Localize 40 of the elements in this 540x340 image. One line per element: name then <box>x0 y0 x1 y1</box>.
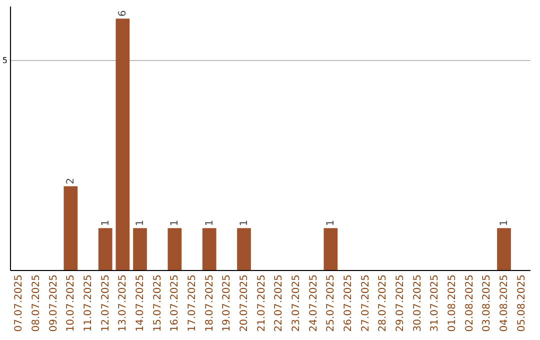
x-tick-label: 08.07.2025 <box>31 274 42 332</box>
x-tick-label: 04.08.2025 <box>499 274 510 332</box>
x-tick-label: 26.07.2025 <box>343 274 354 332</box>
data-label: 6 <box>118 10 129 17</box>
y-tick-label: 5 <box>2 56 8 65</box>
data-label: 1 <box>100 220 112 226</box>
x-tick-label: 24.07.2025 <box>308 274 320 332</box>
data-label: 1 <box>170 220 181 226</box>
x-tick-label: 02.08.2025 <box>464 274 476 332</box>
x-tick-label: 05.08.2025 <box>516 274 528 332</box>
x-tick-label: 30.07.2025 <box>412 274 424 332</box>
data-label: 2 <box>66 178 77 184</box>
data-label: 1 <box>135 220 146 226</box>
x-tick-label: 29.07.2025 <box>395 274 406 332</box>
data-label: 1 <box>239 220 250 226</box>
x-tick-label: 11.07.2025 <box>83 274 94 332</box>
x-tick-label: 10.07.2025 <box>66 274 77 332</box>
x-tick-label: 31.07.2025 <box>430 274 441 332</box>
x-tick-label: 23.07.2025 <box>291 274 302 332</box>
x-tick-label: 15.07.2025 <box>152 274 164 332</box>
x-tick-label: 18.07.2025 <box>204 274 216 332</box>
data-label: 1 <box>204 220 216 226</box>
x-tick-label: 28.07.2025 <box>378 274 389 332</box>
data-label: 1 <box>326 220 337 226</box>
x-tick-label: 09.07.2025 <box>48 274 60 332</box>
data-label: 1 <box>499 220 510 226</box>
x-tick-label: 13.07.2025 <box>118 274 129 332</box>
x-tick-label: 27.07.2025 <box>360 274 372 332</box>
x-tick-label: 12.07.2025 <box>100 274 112 332</box>
x-tick-label: 17.07.2025 <box>187 274 198 332</box>
x-tick-label: 16.07.2025 <box>170 274 181 332</box>
x-tick-label: 03.08.2025 <box>482 274 493 332</box>
x-tick-label: 20.07.2025 <box>239 274 250 332</box>
x-tick-label: 07.07.2025 <box>14 274 25 332</box>
x-tick-label: 25.07.2025 <box>326 274 337 332</box>
x-tick-label: 01.08.2025 <box>447 274 458 332</box>
x-tick-label: 21.07.2025 <box>256 274 268 332</box>
x-tick-label: 19.07.2025 <box>222 274 233 332</box>
x-tick-label: 22.07.2025 <box>274 274 285 332</box>
x-tick-label: 14.07.2025 <box>135 274 146 332</box>
